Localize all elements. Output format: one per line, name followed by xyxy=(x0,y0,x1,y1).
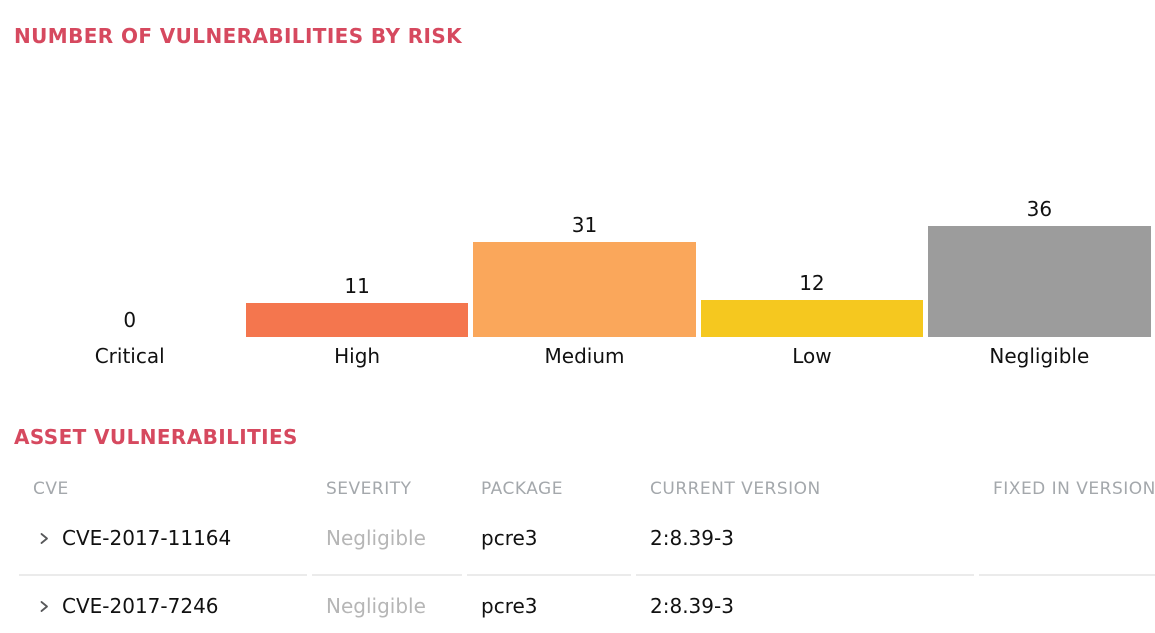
severity-cell: Negligible xyxy=(312,508,462,576)
bar-value-label-critical: 0 xyxy=(123,308,137,332)
category-label-negligible: Negligible xyxy=(989,344,1090,368)
table-row-cve-2017-11164: CVE-2017-11164 Negligible pcre3 2:8.39-3 xyxy=(19,508,1155,576)
column-header-severity: SEVERITY xyxy=(326,479,412,499)
bar-group-medium: 31 xyxy=(471,48,698,337)
cve-id: CVE-2017-11164 xyxy=(62,526,232,550)
column-header-cve: CVE xyxy=(33,479,69,499)
column-header-package: PACKAGE xyxy=(481,479,563,499)
chevron-right-icon[interactable] xyxy=(37,531,51,546)
bar-medium[interactable] xyxy=(473,242,696,337)
bar-group-critical: 0 xyxy=(16,48,243,337)
category-label-high: High xyxy=(334,344,381,368)
bar-value-label-medium: 31 xyxy=(571,213,598,237)
chevron-right-icon[interactable] xyxy=(37,599,51,614)
bar-value-label-negligible: 36 xyxy=(1026,197,1053,221)
severity-cell: Negligible xyxy=(312,576,462,633)
vulnerabilities-by-risk-bar-chart: 0 11 31 12 36 xyxy=(16,48,1153,337)
column-header-current-version: CURRENT VERSION xyxy=(650,479,821,499)
current-version-cell: 2:8.39-3 xyxy=(636,508,974,576)
column-header-fixed-in-version: FIXED IN VERSION xyxy=(993,479,1155,499)
bar-group-negligible: 36 xyxy=(926,48,1153,337)
bar-group-low: 12 xyxy=(698,48,925,337)
category-label-low: Low xyxy=(792,344,832,368)
table-section-title: ASSET VULNERABILITIES xyxy=(14,425,298,449)
fixed-in-version-cell xyxy=(979,576,1155,633)
bar-high[interactable] xyxy=(245,303,469,337)
bar-group-high: 11 xyxy=(243,48,470,337)
bar-low[interactable] xyxy=(700,300,924,337)
category-label-critical: Critical xyxy=(94,344,165,368)
table-header-row: CVE SEVERITY PACKAGE CURRENT VERSION FIXED I… xyxy=(19,457,1155,508)
cve-cell: CVE-2017-7246 xyxy=(19,576,307,633)
bar-value-label-high: 11 xyxy=(344,274,370,298)
bar-value-label-low: 12 xyxy=(799,271,825,295)
asset-vulnerabilities-table: CVE SEVERITY PACKAGE CURRENT VERSION FIXED I… xyxy=(14,457,1155,633)
bar-negligible[interactable] xyxy=(928,226,1151,337)
current-version-cell: 2:8.39-3 xyxy=(636,576,974,633)
package-cell: pcre3 xyxy=(467,576,631,633)
chart-section-title: NUMBER OF VULNERABILITIES BY RISK xyxy=(14,24,463,48)
cve-cell: CVE-2017-11164 xyxy=(19,508,307,576)
category-label-medium: Medium xyxy=(544,344,625,368)
cve-id: CVE-2017-7246 xyxy=(62,594,219,618)
bar-chart-category-labels: Critical High Medium Low Negligible xyxy=(16,344,1153,368)
table-row-cve-2017-7246: CVE-2017-7246 Negligible pcre3 2:8.39-3 xyxy=(19,576,1155,633)
fixed-in-version-cell xyxy=(979,508,1155,576)
package-cell: pcre3 xyxy=(467,508,631,576)
